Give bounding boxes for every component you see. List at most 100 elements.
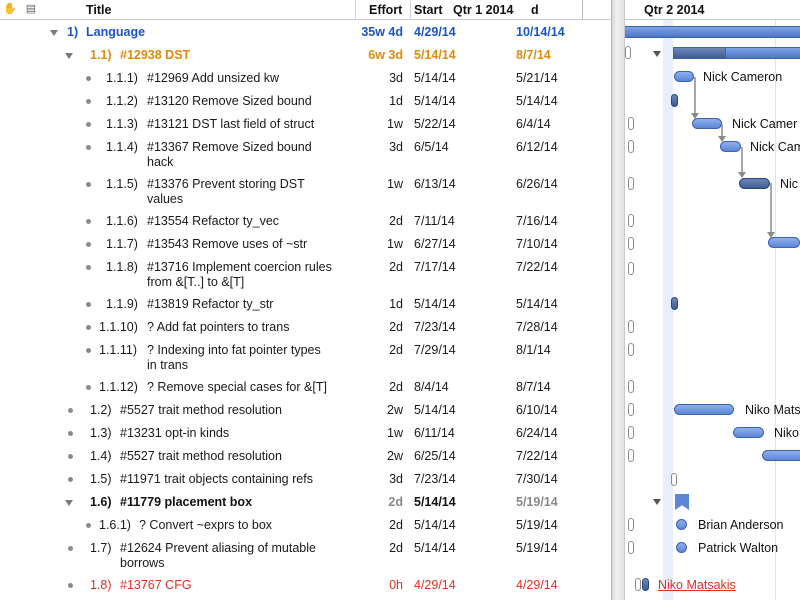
task-marker[interactable] <box>676 542 687 553</box>
task-pill[interactable] <box>628 262 634 275</box>
task-start[interactable]: 4/29/14 <box>414 578 456 592</box>
task-effort[interactable]: 2d <box>389 343 403 357</box>
task-finish[interactable]: 7/10/14 <box>516 237 558 251</box>
task-start[interactable]: 5/14/14 <box>414 297 456 311</box>
task-number[interactable]: 1.1.1) <box>106 71 138 85</box>
task-title[interactable]: ? Convert ~exprs to box <box>139 518 273 532</box>
task-bar[interactable] <box>674 71 694 82</box>
task-finish[interactable]: 6/26/14 <box>516 177 558 191</box>
task-pill[interactable] <box>628 426 634 439</box>
task-row[interactable]: 1.7) #12624 Prevent aliasing of mutable b… <box>0 541 611 577</box>
task-row[interactable]: 1.6) #11779 placement box 2d 5/14/14 5/19/14 <box>0 495 611 515</box>
task-number[interactable]: 1.1.9) <box>106 297 138 311</box>
task-effort[interactable]: 2d <box>388 495 403 509</box>
task-number[interactable]: 1.6) <box>90 495 112 509</box>
task-finish[interactable]: 4/29/14 <box>516 578 558 592</box>
task-title[interactable]: #13554 Refactor ty_vec <box>147 214 280 228</box>
task-row[interactable]: 1.4) #5527 trait method resolution 2w 6/25/… <box>0 449 611 469</box>
task-row[interactable]: 1.1.6) #13554 Refactor ty_vec 2d 7/11/14 7/1… <box>0 214 611 234</box>
task-row[interactable]: 1.1.10) ? Add fat pointers to trans 2d 7/23… <box>0 320 611 340</box>
task-bar[interactable] <box>762 450 800 461</box>
task-number[interactable]: 1.1.3) <box>106 117 138 131</box>
task-number[interactable]: 1.1.2) <box>106 94 138 108</box>
task-finish[interactable]: 7/22/14 <box>516 449 558 463</box>
task-title[interactable]: #11779 placement box <box>120 495 253 509</box>
task-effort[interactable]: 2d <box>389 260 403 274</box>
task-bar[interactable] <box>720 141 741 152</box>
task-row[interactable]: 1) Language 35w 4d 4/29/14 10/14/14 <box>0 25 611 45</box>
task-title[interactable]: #13120 Remove Sized bound <box>147 94 312 108</box>
task-effort[interactable]: 1w <box>387 177 403 191</box>
task-start[interactable]: 7/11/14 <box>414 214 455 228</box>
task-start[interactable]: 8/4/14 <box>414 380 449 394</box>
task-title[interactable]: #13716 Implement coercion rules from &[T… <box>147 260 332 289</box>
task-effort[interactable]: 1w <box>387 237 403 251</box>
task-number[interactable]: 1.1.12) <box>99 380 138 394</box>
task-effort[interactable]: 3d <box>389 472 403 486</box>
task-start[interactable]: 5/14/14 <box>414 495 456 509</box>
task-pill[interactable] <box>628 117 634 130</box>
task-bar[interactable] <box>733 427 764 438</box>
disclosure-triangle-icon[interactable] <box>65 500 73 506</box>
task-finish[interactable]: 5/21/14 <box>516 71 558 85</box>
milestone-pill[interactable] <box>642 578 649 591</box>
task-title[interactable]: ? Indexing into fat pointer types in tra… <box>147 343 321 372</box>
task-start[interactable]: 5/14/14 <box>414 518 456 532</box>
task-pill[interactable] <box>628 380 634 393</box>
task-effort[interactable]: 1w <box>387 117 403 131</box>
task-number[interactable]: 1) <box>67 25 79 39</box>
task-bar[interactable] <box>739 178 770 189</box>
task-title[interactable]: #13231 opt-in kinds <box>120 426 230 440</box>
task-finish[interactable]: 7/22/14 <box>516 260 558 274</box>
task-title[interactable]: #12938 DST <box>120 48 191 62</box>
task-number[interactable]: 1.1.10) <box>99 320 138 334</box>
task-row[interactable]: 1.6.1) ? Convert ~exprs to box 2d 5/14/14 5/… <box>0 518 611 538</box>
task-number[interactable]: 1.1.5) <box>106 177 138 191</box>
task-row[interactable]: 1.1.11) ? Indexing into fat pointer types… <box>0 343 611 379</box>
task-row[interactable]: 1.3) #13231 opt-in kinds 1w 6/11/14 6/24/14 <box>0 426 611 446</box>
task-finish[interactable]: 6/4/14 <box>516 117 551 131</box>
task-row[interactable]: 1.1.3) #13121 DST last field of struct 1w 5… <box>0 117 611 137</box>
task-title[interactable]: ? Remove special cases for &[T] <box>147 380 327 394</box>
task-number[interactable]: 1.3) <box>90 426 112 440</box>
task-number[interactable]: 1.1.6) <box>106 214 138 228</box>
task-number[interactable]: 1.8) <box>90 578 112 592</box>
task-row[interactable]: 1.1.2) #13120 Remove Sized bound 1d 5/14/14… <box>0 94 611 114</box>
task-title[interactable]: #13121 DST last field of struct <box>147 117 315 131</box>
task-finish[interactable]: 10/14/14 <box>516 25 565 39</box>
task-number[interactable]: 1.1) <box>90 48 112 62</box>
task-number[interactable]: 1.1.4) <box>106 140 138 154</box>
task-start[interactable]: 5/14/14 <box>414 48 456 62</box>
task-start[interactable]: 6/11/14 <box>414 426 455 440</box>
task-bar[interactable] <box>674 404 734 415</box>
task-bar[interactable] <box>692 118 722 129</box>
task-pill[interactable] <box>671 94 678 107</box>
task-start[interactable]: 4/29/14 <box>414 25 456 39</box>
task-finish[interactable]: 6/24/14 <box>516 426 558 440</box>
task-pill[interactable] <box>635 578 641 591</box>
task-finish[interactable]: 8/7/14 <box>516 48 551 62</box>
task-pill[interactable] <box>628 177 634 190</box>
task-effort[interactable]: 35w 4d <box>361 25 403 39</box>
start-column-header[interactable]: Start <box>414 3 443 17</box>
task-effort[interactable]: 2d <box>389 541 403 555</box>
task-start[interactable]: 6/25/14 <box>414 449 456 463</box>
task-title[interactable]: #12969 Add unsized kw <box>147 71 280 85</box>
task-title[interactable]: #11971 trait objects containing refs <box>120 472 313 486</box>
task-start[interactable]: 7/23/14 <box>414 320 456 334</box>
task-finish[interactable]: 7/28/14 <box>516 320 558 334</box>
task-title[interactable]: #12624 Prevent aliasing of mutable borro… <box>120 541 316 570</box>
task-effort[interactable]: 2w <box>387 449 403 463</box>
task-row[interactable]: 1.8) #13767 CFG 0h 4/29/14 4/29/14 <box>0 578 611 598</box>
disclosure-triangle-icon[interactable] <box>50 30 58 36</box>
task-finish[interactable]: 5/19/14 <box>516 495 558 509</box>
task-row[interactable]: 1.1.12) ? Remove special cases for &[T] 2d… <box>0 380 611 400</box>
task-row[interactable]: 1.1.8) #13716 Implement coercion rules fr… <box>0 260 611 296</box>
task-finish[interactable]: 6/10/14 <box>516 403 558 417</box>
task-title[interactable]: #13543 Remove uses of ~str <box>147 237 308 251</box>
task-number[interactable]: 1.7) <box>90 541 112 555</box>
task-effort[interactable]: 2w <box>387 403 403 417</box>
task-effort[interactable]: 3d <box>389 71 403 85</box>
task-number[interactable]: 1.6.1) <box>99 518 131 532</box>
task-finish[interactable]: 8/7/14 <box>516 380 551 394</box>
